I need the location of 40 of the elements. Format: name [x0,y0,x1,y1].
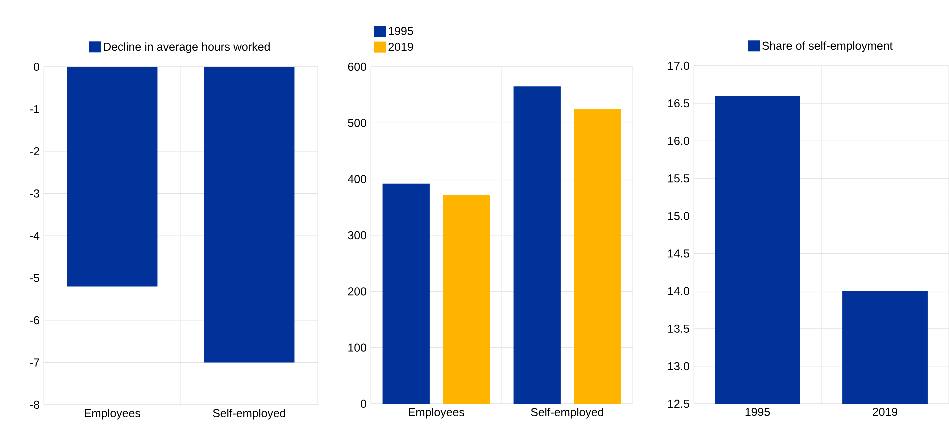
y-tick-label: 13.5 [668,324,690,333]
y-tick-label: 14.5 [668,250,690,258]
x-tick-label: 1995 [746,408,770,416]
y-tick-label: 15.5 [668,174,690,183]
y-tick-label: -6 [30,316,40,325]
y-tick-label: 200 [348,288,367,296]
y-tick-label: 0 [361,400,367,408]
y-tick-label: 400 [348,175,367,184]
y-tick-label: 600 [348,62,367,72]
y-tick-label: 17.0 [668,62,690,70]
y-tick-label: -3 [30,190,40,198]
x-tick-label: Self-employed [531,408,604,419]
y-tick-label: 500 [348,119,367,128]
legend-label: Share of self-employment [762,42,893,52]
bar [443,195,490,404]
y-tick-label: -2 [30,147,40,156]
y-tick-label: 16.5 [668,99,690,108]
y-tick-label: 15.0 [668,212,690,220]
y-tick-label: -5 [30,274,40,282]
legend-label: 1995 [389,27,414,36]
x-tick-label: 2019 [873,408,898,416]
y-tick-label: 0 [34,62,40,72]
y-tick-label: -1 [30,105,40,114]
y-tick-label: 300 [348,231,367,240]
x-tick-label: Employees [85,409,141,420]
y-tick-label: -8 [30,400,40,410]
bar [514,86,561,404]
bar [574,109,622,404]
bar [382,184,430,404]
legend-label: Decline in average hours worked [104,42,270,54]
x-tick-label: Employees [409,408,465,419]
x-tick-label: Self-employed [213,409,286,420]
y-tick-label: -7 [30,358,40,367]
legend-label: 2019 [388,42,414,52]
y-tick-label: -4 [30,232,40,240]
y-tick-label: 100 [348,344,367,352]
y-tick-label: 13.0 [668,362,690,371]
y-tick-label: 14.0 [668,287,690,296]
y-tick-label: 16.0 [668,137,690,146]
y-tick-label: 12.5 [668,400,690,408]
